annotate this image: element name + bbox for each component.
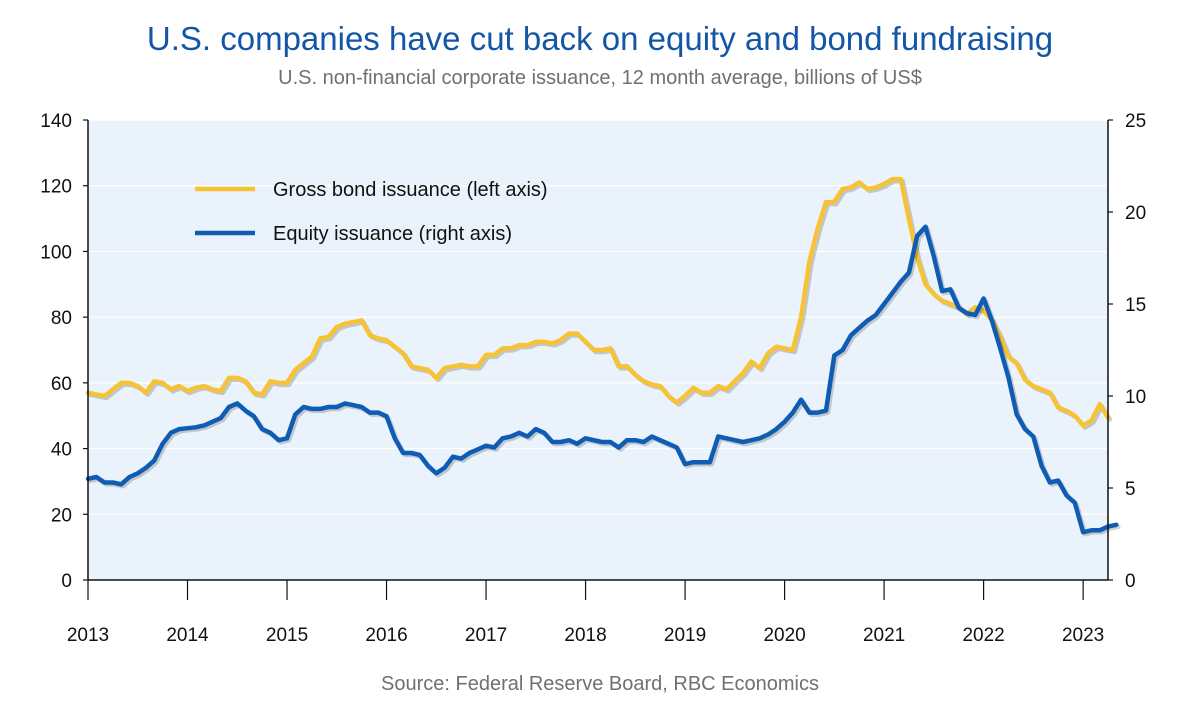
left-tick-label: 40 bbox=[51, 440, 72, 461]
x-tick-label: 2020 bbox=[763, 625, 805, 646]
right-tick-label: 20 bbox=[1125, 203, 1146, 224]
chart-title: U.S. companies have cut back on equity a… bbox=[146, 20, 1054, 57]
x-tick-label: 2017 bbox=[465, 625, 507, 646]
bond-issuance-line bbox=[85, 176, 1111, 428]
x-tick-label: 2018 bbox=[564, 625, 606, 646]
chart-subtitle: U.S. non-financial corporate issuance, 1… bbox=[278, 67, 922, 89]
x-tick-label: 2023 bbox=[1062, 625, 1104, 646]
right-tick-label: 0 bbox=[1125, 571, 1136, 592]
source-note: Source: Federal Reserve Board, RBC Econo… bbox=[381, 673, 819, 695]
legend-label-bond-issuance: Gross bond issuance (left axis) bbox=[273, 179, 548, 201]
right-tick-label: 10 bbox=[1125, 387, 1146, 408]
legend: Gross bond issuance (left axis) Equity is… bbox=[195, 179, 548, 245]
right-tick-label: 5 bbox=[1125, 479, 1136, 500]
legend-label-equity-issuance: Equity issuance (right axis) bbox=[273, 223, 512, 245]
left-tick-label: 140 bbox=[40, 111, 72, 132]
left-tick-label: 60 bbox=[51, 374, 72, 395]
left-tick-label: 80 bbox=[51, 308, 72, 329]
equity-issuance-line bbox=[85, 224, 1119, 535]
x-tick-label: 2019 bbox=[664, 625, 706, 646]
series-layer bbox=[85, 176, 1121, 537]
x-tick-label: 2016 bbox=[365, 625, 407, 646]
right-tick-label: 15 bbox=[1125, 295, 1146, 316]
left-tick-label: 120 bbox=[40, 177, 72, 198]
axes: 0 20 40 60 80 100 120 140 0 5 10 15 20 25 2013 2014 2015… bbox=[40, 111, 1146, 646]
x-tick-label: 2013 bbox=[67, 625, 109, 646]
x-tick-label: 2015 bbox=[266, 625, 308, 646]
left-tick-label: 100 bbox=[40, 242, 72, 263]
left-tick-label: 0 bbox=[61, 571, 72, 592]
x-tick-label: 2022 bbox=[962, 625, 1004, 646]
right-tick-label: 25 bbox=[1125, 111, 1146, 132]
x-tick-label: 2021 bbox=[863, 625, 905, 646]
left-tick-label: 20 bbox=[51, 505, 72, 526]
x-tick-label: 2014 bbox=[166, 625, 209, 646]
